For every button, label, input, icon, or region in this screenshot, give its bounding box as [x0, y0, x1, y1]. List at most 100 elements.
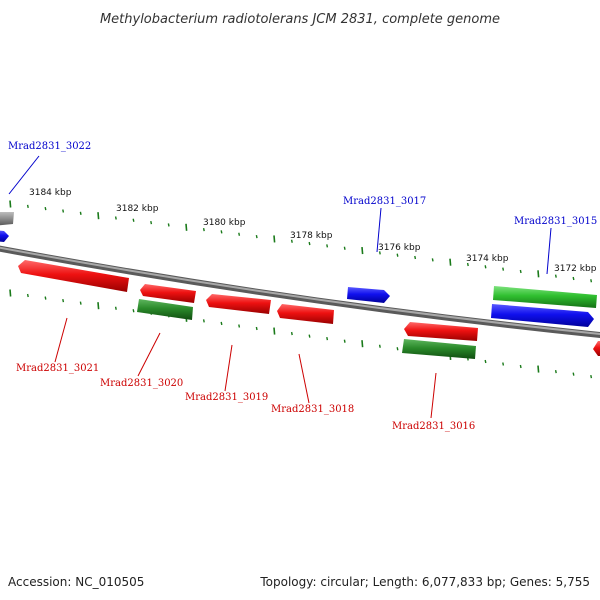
minor-tick	[255, 326, 258, 331]
gene-feature-reverse[interactable]	[593, 341, 600, 356]
minor-tick	[255, 234, 258, 239]
minor-tick	[79, 301, 82, 305]
minor-tick	[114, 216, 117, 220]
minor-tick	[308, 334, 311, 338]
scale-label: 3178 kbp	[290, 231, 333, 241]
gene-feature-forward[interactable]	[347, 287, 390, 303]
minor-tick	[343, 246, 346, 250]
minor-tick	[378, 251, 381, 255]
minor-tick	[502, 362, 505, 366]
accession-text: Accession: NC_010505	[8, 575, 144, 589]
gene-feature-forward[interactable]	[493, 286, 597, 308]
minor-tick	[484, 265, 487, 269]
minor-tick	[26, 293, 29, 298]
minor-tick	[590, 279, 593, 283]
genome-backbone-highlight	[0, 246, 600, 335]
major-tick	[9, 200, 12, 208]
major-tick	[537, 365, 540, 373]
gene-label[interactable]: Mrad2831_3018	[271, 404, 354, 415]
minor-tick	[238, 324, 241, 328]
gene-feature-reverse[interactable]	[18, 260, 129, 292]
major-tick	[185, 223, 188, 231]
minor-tick	[396, 253, 399, 257]
gene-feature-reverse[interactable]	[402, 339, 476, 359]
minor-tick	[44, 207, 47, 211]
label-leader-line	[430, 372, 437, 419]
minor-tick	[572, 276, 575, 281]
minor-tick	[62, 298, 65, 303]
gene-feature-forward[interactable]	[491, 304, 594, 327]
minor-tick	[290, 331, 293, 336]
chart-title: Methylobacterium radiotolerans JCM 2831,…	[100, 12, 500, 27]
gene-label[interactable]: Mrad2831_3016	[392, 421, 475, 432]
scale-label: 3172 kbp	[554, 264, 597, 274]
minor-tick	[378, 344, 381, 348]
minor-tick	[554, 369, 557, 374]
scale-label: 3180 kbp	[203, 218, 246, 228]
scale-label: 3182 kbp	[116, 204, 159, 214]
label-leader-line	[546, 227, 552, 275]
label-leader-line	[376, 207, 382, 253]
label-leader-line	[8, 155, 40, 195]
major-tick	[361, 246, 364, 255]
scale-ticks-outer	[9, 200, 593, 283]
minor-tick	[114, 306, 117, 310]
minor-tick	[220, 321, 223, 326]
gene-label[interactable]: Mrad2831_3017	[343, 196, 426, 207]
major-tick	[97, 302, 100, 310]
gene-label[interactable]: Mrad2831_3021	[16, 363, 99, 374]
gene-feature-reverse[interactable]	[137, 299, 193, 320]
minor-tick	[502, 267, 505, 271]
minor-tick	[519, 269, 522, 274]
minor-tick	[238, 232, 241, 236]
major-tick	[537, 270, 540, 278]
minor-tick	[519, 364, 522, 369]
label-leader-line	[137, 332, 161, 377]
major-tick	[361, 340, 364, 348]
gene-label[interactable]: Mrad2831_3020	[100, 378, 183, 389]
gene-feature-reverse[interactable]	[277, 304, 334, 324]
genome-summary-text: Topology: circular; Length: 6,077,833 bp…	[259, 575, 590, 589]
minor-tick	[572, 372, 575, 376]
gene-label[interactable]: Mrad2831_3019	[185, 392, 268, 403]
minor-tick	[220, 230, 223, 234]
minor-tick	[62, 209, 65, 213]
minor-tick	[431, 258, 434, 262]
major-tick	[273, 235, 276, 243]
minor-tick	[308, 241, 311, 246]
gene-feature-reverse[interactable]	[140, 284, 196, 303]
gene-feature-forward[interactable]	[0, 212, 14, 226]
minor-tick	[414, 255, 417, 260]
minor-tick	[326, 244, 329, 248]
gene-label[interactable]: Mrad2831_3015	[514, 216, 597, 227]
scale-label: 3176 kbp	[378, 243, 421, 253]
major-tick	[273, 327, 276, 335]
label-leader-line	[224, 344, 233, 392]
minor-tick	[466, 262, 469, 267]
minor-tick	[343, 339, 346, 343]
minor-tick	[44, 296, 47, 300]
minor-tick	[202, 319, 205, 323]
minor-tick	[290, 239, 293, 243]
gene-feature-reverse[interactable]	[206, 294, 271, 314]
minor-tick	[396, 347, 399, 351]
label-leader-line	[54, 317, 68, 363]
minor-tick	[132, 309, 135, 313]
gene-feature-reverse[interactable]	[404, 322, 478, 341]
scale-label: 3174 kbp	[466, 254, 509, 264]
major-tick	[97, 212, 100, 220]
gene-feature-forward[interactable]	[0, 230, 9, 242]
minor-tick	[26, 204, 29, 208]
minor-tick	[150, 220, 153, 225]
minor-tick	[326, 337, 329, 341]
gene-label[interactable]: Mrad2831_3022	[8, 141, 91, 152]
minor-tick	[484, 359, 487, 364]
scale-label: 3184 kbp	[29, 188, 72, 198]
minor-tick	[132, 218, 135, 222]
minor-tick	[167, 223, 170, 227]
minor-tick	[554, 274, 557, 278]
label-leader-line	[298, 353, 310, 404]
minor-tick	[79, 211, 82, 215]
minor-tick	[590, 375, 593, 379]
